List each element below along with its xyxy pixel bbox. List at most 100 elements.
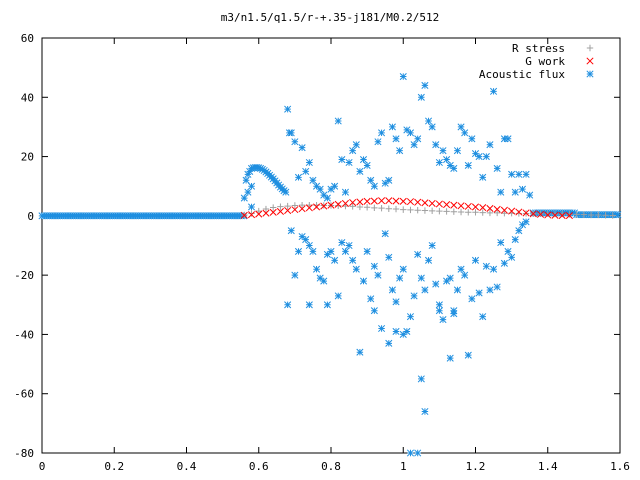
acoustic-flux-point: [435, 301, 443, 309]
acoustic-flux-point: [497, 238, 505, 247]
r-stress-point: [566, 211, 573, 218]
x-tick-label: 1: [400, 460, 407, 473]
x-tick-labels: 0 0.2 0.4 0.6 0.8 1 1.2 1.4 1.6: [39, 460, 630, 473]
acoustic-flux-point: [392, 135, 400, 143]
r-stress-point: [298, 201, 306, 209]
acoustic-flux-point: [406, 313, 415, 321]
acoustic-flux-point: [464, 161, 472, 170]
acoustic-flux-point: [399, 330, 407, 338]
g-work-point: [493, 205, 501, 213]
legend-marker-g-work: [586, 57, 594, 65]
acoustic-flux-point: [374, 138, 382, 146]
acoustic-flux-point: [305, 301, 313, 309]
acoustic-flux-point: [305, 241, 313, 250]
r-stress-point: [255, 207, 262, 215]
legend-marks: [586, 44, 594, 78]
acoustic-flux-point: [522, 170, 530, 178]
acoustic-flux-point: [500, 135, 508, 143]
y-tick-label: 60: [21, 32, 34, 45]
acoustic-flux-point: [421, 81, 429, 89]
acoustic-flux-point: [403, 126, 411, 134]
acoustic-flux-point: [359, 277, 368, 285]
g-work-point: [392, 197, 400, 205]
acoustic-flux-point: [417, 274, 425, 282]
g-work-point: [269, 208, 277, 216]
acoustic-flux-point: [406, 449, 415, 457]
y-tick-label: 0: [27, 210, 34, 223]
r-stress-point: [385, 205, 392, 212]
acoustic-flux-point: [518, 221, 527, 229]
r-stress-point: [450, 208, 458, 215]
acoustic-flux-point: [334, 117, 342, 125]
acoustic-flux-point: [392, 298, 400, 306]
g-work-point: [565, 212, 573, 220]
acoustic-flux-point: [352, 141, 360, 149]
r-stress-point: [486, 209, 494, 217]
r-stress-point: [262, 205, 270, 213]
acoustic-flux-point: [446, 274, 454, 282]
acoustic-flux-point: [421, 286, 429, 294]
g-work-point: [450, 201, 458, 209]
g-work-point: [399, 197, 407, 205]
r-stress-point: [479, 209, 486, 216]
acoustic-flux-point: [247, 164, 256, 172]
acoustic-flux-point: [287, 129, 295, 137]
acoustic-flux-point: [417, 93, 425, 101]
acoustic-flux-point: [453, 147, 461, 155]
acoustic-flux-point: [294, 173, 303, 181]
acoustic-flux-point: [414, 449, 422, 457]
acoustic-flux-point: [247, 203, 256, 211]
series-acoustic-flux: [38, 72, 622, 457]
data-marks: [38, 72, 622, 457]
acoustic-flux-point: [486, 141, 494, 149]
acoustic-flux-point: [291, 271, 299, 279]
g-work-point: [479, 204, 487, 212]
acoustic-flux-point: [381, 230, 389, 238]
acoustic-flux-point: [410, 141, 418, 149]
acoustic-flux-point: [323, 194, 331, 202]
g-work-point: [312, 203, 321, 211]
g-work-point: [529, 210, 537, 218]
acoustic-flux-point: [482, 262, 490, 270]
r-stress-point: [595, 211, 602, 219]
acoustic-flux-point: [522, 218, 530, 226]
acoustic-flux-point: [246, 167, 254, 175]
r-stress-point: [291, 202, 299, 209]
legend-label-r-stress: R stress: [512, 42, 565, 55]
g-work-point: [298, 205, 306, 213]
r-stress-point: [472, 209, 479, 216]
r-stress-point: [551, 210, 559, 218]
acoustic-flux-point: [312, 182, 321, 190]
acoustic-flux-point: [490, 87, 498, 95]
series-g-work: [240, 197, 573, 220]
acoustic-flux-point: [475, 289, 483, 297]
acoustic-flux-point: [316, 274, 324, 282]
acoustic-flux-point: [341, 188, 350, 196]
g-work-point: [356, 198, 364, 206]
acoustic-flux-point: [370, 262, 378, 270]
r-stress-point: [501, 209, 508, 217]
r-stress-point: [573, 211, 580, 218]
acoustic-flux-point: [370, 307, 378, 315]
x-tick-label: 1.6: [610, 460, 630, 473]
acoustic-flux-point: [468, 135, 476, 143]
acoustic-flux-point: [320, 191, 328, 199]
acoustic-flux-point: [331, 256, 339, 264]
acoustic-flux-point: [424, 256, 433, 264]
r-stress-point: [270, 204, 277, 211]
acoustic-flux-point: [490, 265, 498, 273]
acoustic-flux-point: [450, 164, 458, 172]
r-stress-point: [587, 211, 595, 219]
x-tick-label: 0: [39, 460, 46, 473]
acoustic-flux-point: [349, 256, 357, 264]
acoustic-flux-point: [435, 158, 443, 167]
acoustic-flux-point: [406, 129, 415, 137]
acoustic-flux-point: [421, 407, 429, 416]
acoustic-flux-point: [392, 327, 400, 336]
x-tick-label: 0.8: [321, 460, 341, 473]
acoustic-flux-point: [471, 256, 480, 264]
acoustic-flux-point: [457, 123, 465, 131]
acoustic-flux-point: [475, 153, 483, 161]
acoustic-flux-point: [284, 105, 292, 113]
